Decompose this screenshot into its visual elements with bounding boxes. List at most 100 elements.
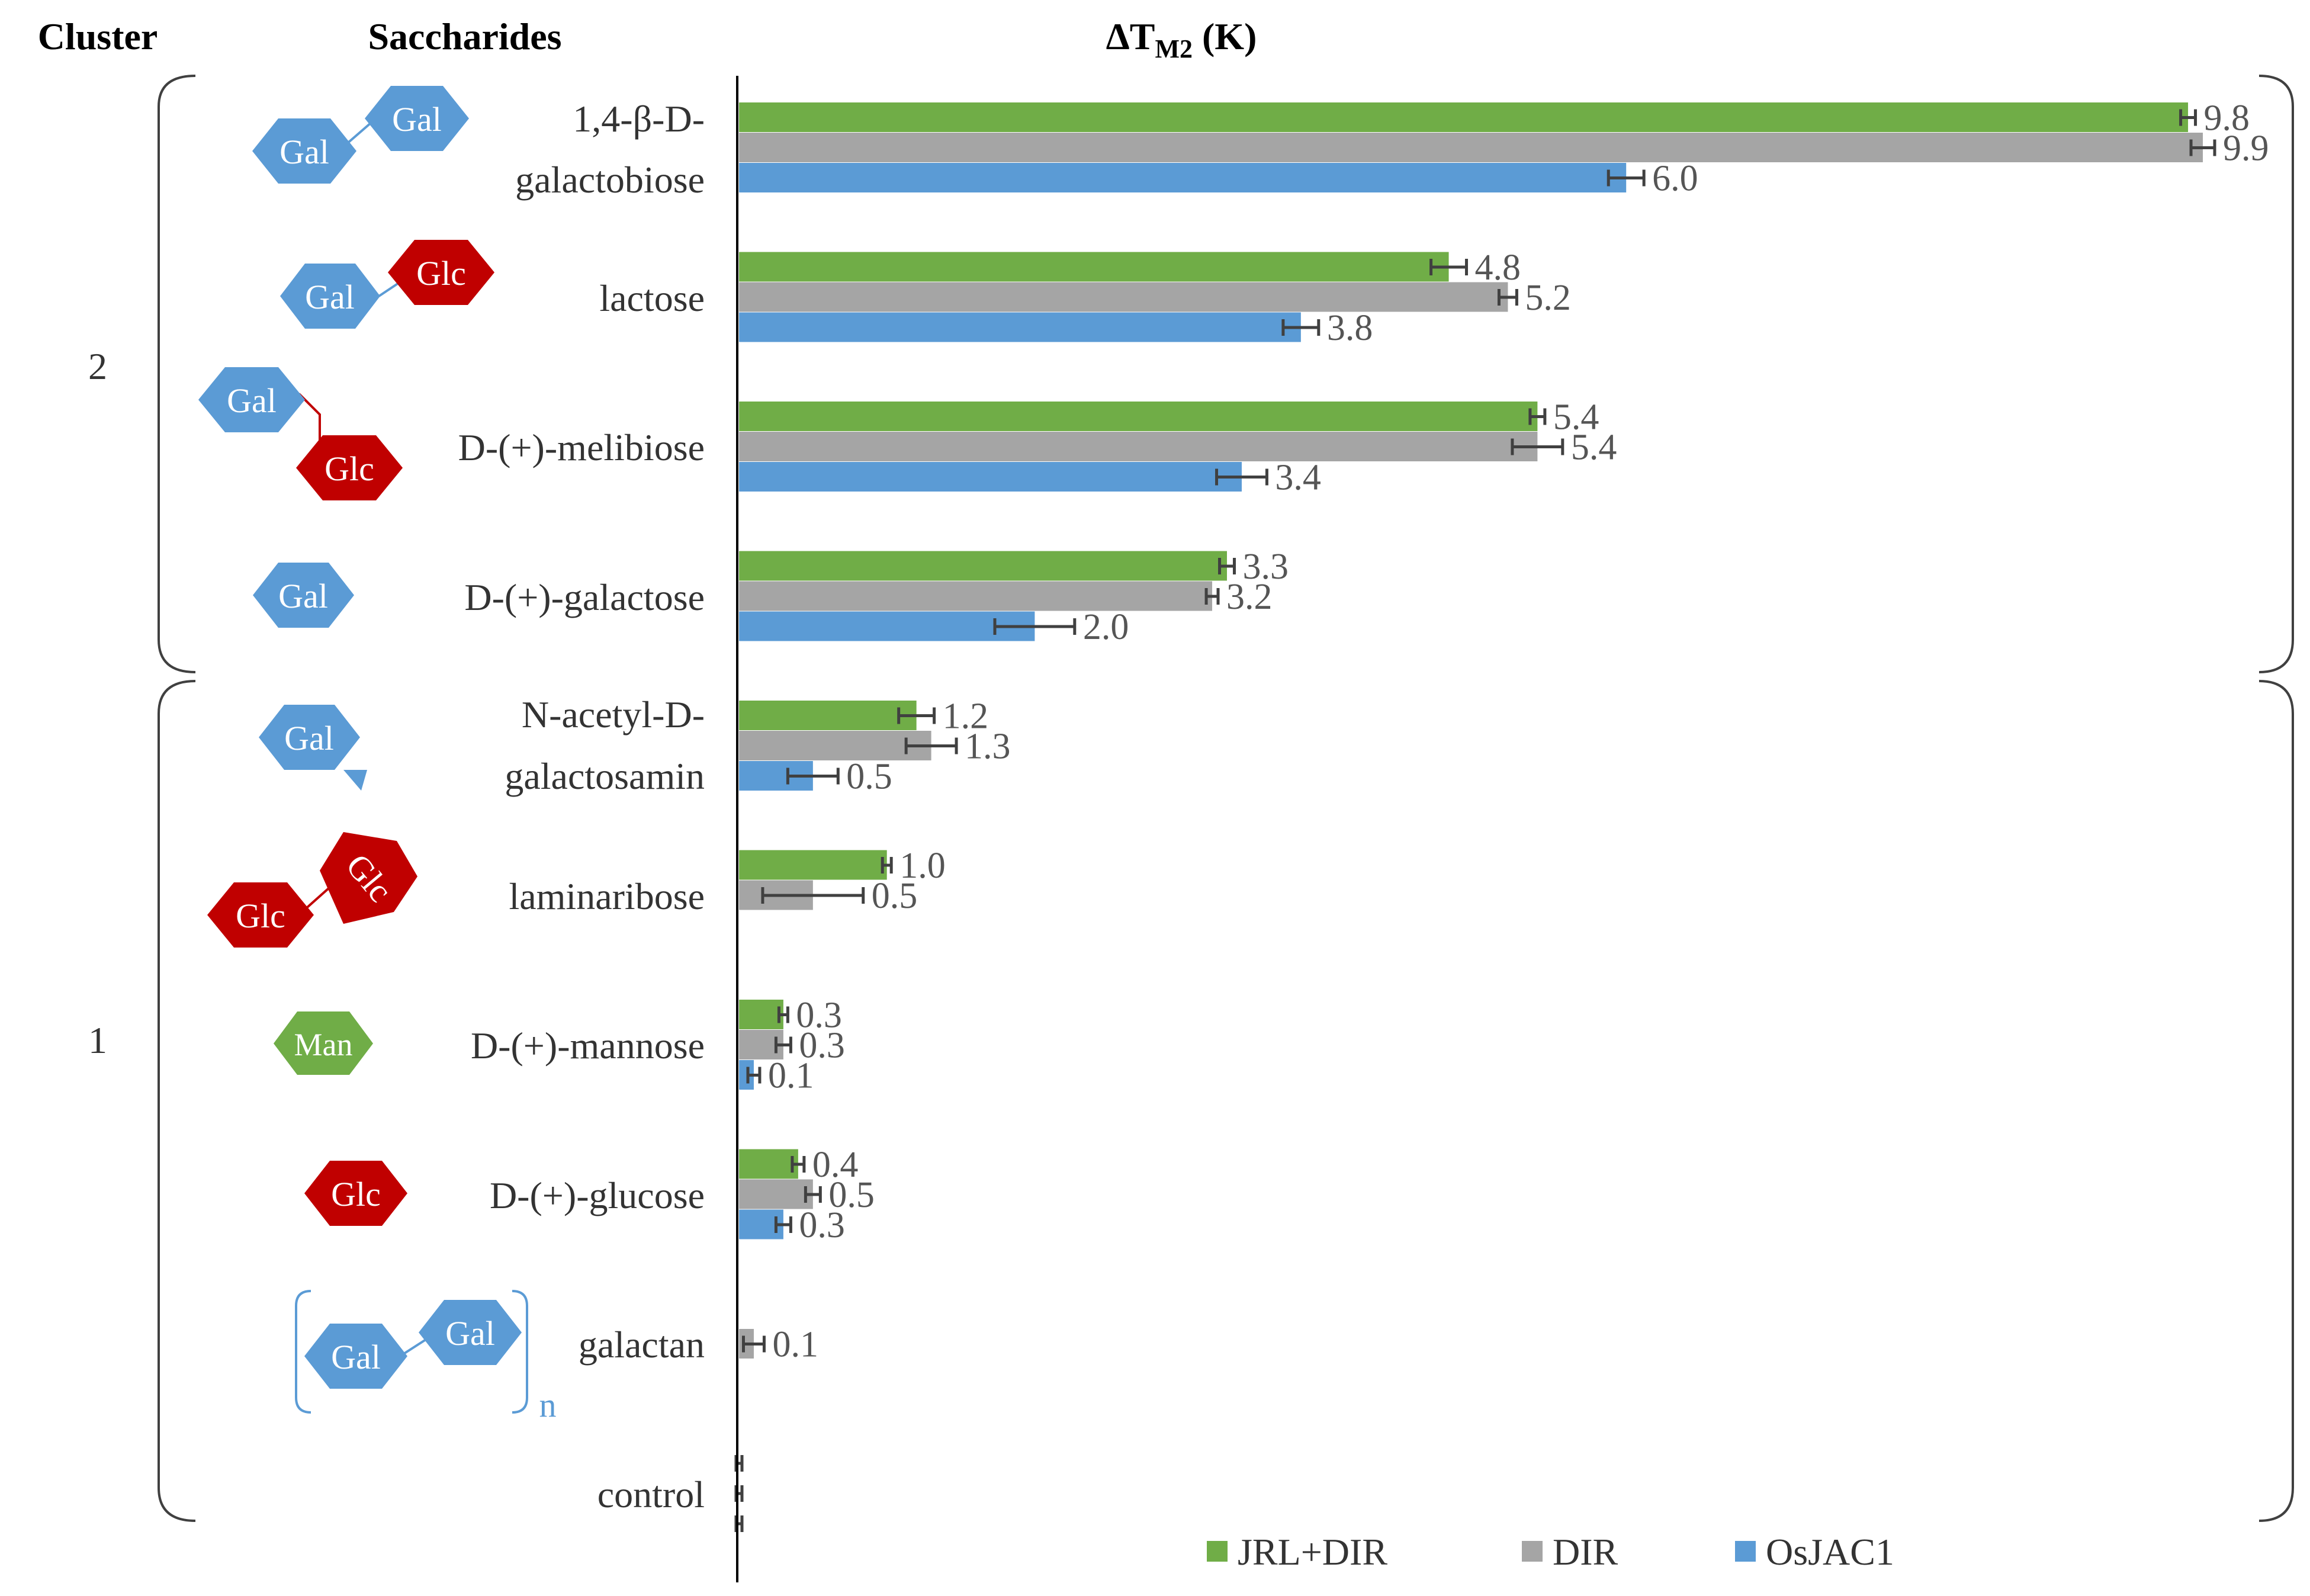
gal-hexagon bbox=[198, 367, 305, 432]
bar-osjac1 bbox=[739, 611, 1035, 641]
error-bar-dir bbox=[804, 1186, 822, 1203]
glyph-galactosamin: Gal bbox=[259, 705, 367, 791]
bar-jrl-dir bbox=[739, 102, 2189, 132]
value-label-jrl-dir: 9.8 bbox=[2204, 98, 2250, 139]
bar-dir bbox=[739, 282, 1508, 312]
gal-hexagon bbox=[252, 118, 356, 184]
bar-osjac1 bbox=[739, 312, 1301, 342]
saccharide-label-galactan: galactan bbox=[579, 1324, 705, 1366]
bar-series-layer: 9.89.96.04.85.23.85.45.43.43.33.22.01.21… bbox=[734, 98, 2269, 1532]
cluster-1-right-brace bbox=[2258, 680, 2294, 1522]
bar-jrl-dir bbox=[739, 402, 1538, 431]
bar-dir bbox=[739, 432, 1538, 461]
bar-jrl-dir bbox=[739, 551, 1228, 581]
legend-swatch-jrl-dir bbox=[1207, 1541, 1228, 1562]
error-bar-dir bbox=[904, 737, 958, 754]
glc-hexagon bbox=[304, 1161, 407, 1226]
legend-label-dir: DIR bbox=[1553, 1531, 1618, 1573]
gal-label: Gal bbox=[279, 133, 329, 171]
saccharide-label-glucose: D-(+)-glucose bbox=[490, 1174, 705, 1216]
error-bar-jrl-dir bbox=[2179, 109, 2197, 126]
bar-jrl-dir bbox=[739, 701, 917, 730]
saccharide-label-galactobiose-line2: galactobiose bbox=[515, 159, 705, 201]
gal-hexagon bbox=[419, 1300, 522, 1365]
bar-jrl-dir bbox=[739, 1000, 783, 1029]
bar-jrl-dir bbox=[739, 850, 887, 880]
glc-label: Glc bbox=[236, 897, 285, 935]
error-bar-osjac1 bbox=[1281, 319, 1321, 336]
bar-dir bbox=[739, 1179, 813, 1209]
glyph-galactobiose: Gal Gal bbox=[252, 86, 469, 184]
error-bar-jrl-dir bbox=[1528, 408, 1547, 425]
error-bar-osjac1 bbox=[746, 1067, 762, 1084]
repeat-bracket-left bbox=[295, 1290, 311, 1414]
glyph-mannose: Man bbox=[274, 1011, 373, 1075]
legend-label-osjac1: OsJAC1 bbox=[1766, 1531, 1894, 1573]
value-label-osjac1: 0.5 bbox=[846, 757, 892, 797]
value-label-jrl-dir: 3.3 bbox=[1242, 547, 1289, 587]
glycosidic-bond bbox=[298, 393, 321, 450]
glyph-lactose: Gal Glc bbox=[280, 240, 494, 329]
axis-title-delta: ΔT bbox=[1106, 15, 1155, 57]
error-bar-dir bbox=[741, 1335, 766, 1353]
error-bar-jrl-dir bbox=[881, 857, 893, 874]
saccharide-labels: 1,4-β-D-galactobiose lactose D-(+)-melib… bbox=[458, 98, 705, 1515]
saccharide-label-galactosamin: N-acetyl-D-galactosamin bbox=[505, 693, 705, 797]
cluster-2-left-brace bbox=[158, 75, 196, 673]
glyph-galactan: Gal Gal n bbox=[295, 1290, 557, 1424]
error-bar-osjac1 bbox=[786, 768, 840, 785]
gal-label: Gal bbox=[445, 1314, 495, 1353]
value-label-osjac1: 6.0 bbox=[1652, 159, 1698, 199]
error-bar-osjac1 bbox=[993, 618, 1077, 635]
glc-hexagon bbox=[207, 882, 314, 948]
value-label-dir: 3.2 bbox=[1226, 577, 1273, 617]
error-bar-jrl-dir bbox=[897, 707, 936, 724]
cluster-header: Cluster bbox=[38, 15, 158, 57]
axis-title-subscript: M2 bbox=[1155, 34, 1193, 63]
saccharide-label-lactose: lactose bbox=[599, 277, 705, 319]
bar-dir bbox=[739, 133, 2203, 162]
value-label-dir: 0.5 bbox=[828, 1175, 875, 1215]
value-label-dir: 0.5 bbox=[872, 876, 918, 916]
error-bar-dir bbox=[761, 887, 865, 904]
value-label-jrl-dir: 1.0 bbox=[899, 846, 946, 886]
repeat-bracket-right bbox=[512, 1290, 528, 1414]
repeat-subscript-n: n bbox=[539, 1386, 557, 1424]
gal-hexagon bbox=[280, 264, 380, 329]
error-bar-osjac1 bbox=[1607, 169, 1646, 187]
cluster-2-right-brace bbox=[2258, 75, 2294, 673]
value-label-jrl-dir: 5.4 bbox=[1553, 397, 1599, 438]
glyph-glucose: Glc bbox=[304, 1161, 407, 1226]
error-bar-dir bbox=[774, 1036, 792, 1054]
value-label-osjac1: 2.0 bbox=[1083, 607, 1129, 647]
cluster-1-left-brace bbox=[158, 680, 196, 1522]
bar-jrl-dir bbox=[739, 252, 1449, 282]
value-label-osjac1: 0.1 bbox=[768, 1056, 814, 1096]
man-hexagon bbox=[274, 1011, 373, 1075]
saccharide-label-laminaribose: laminaribose bbox=[509, 875, 705, 917]
axis-title-unit: (K) bbox=[1193, 15, 1257, 57]
gal-label: Gal bbox=[331, 1338, 381, 1376]
gal-label: Gal bbox=[278, 577, 328, 615]
error-bar-dir bbox=[2189, 139, 2216, 156]
saccharide-label-galactosamin-line1: N-acetyl-D- bbox=[522, 693, 705, 736]
axis-title: ΔTM2 (K) bbox=[1106, 15, 1257, 63]
value-label-dir: 5.4 bbox=[1571, 428, 1617, 468]
glc-hexagon bbox=[296, 435, 403, 500]
bar-dir bbox=[739, 581, 1213, 611]
value-label-dir: 0.3 bbox=[799, 1026, 845, 1066]
value-label-osjac1: 0.3 bbox=[799, 1205, 845, 1245]
value-label-osjac1: 3.8 bbox=[1327, 308, 1373, 348]
cluster-label-2: 2 bbox=[88, 345, 107, 387]
error-bar-dir bbox=[1511, 438, 1564, 455]
glc-label: Glc bbox=[416, 254, 466, 293]
error-bar-jrl-dir bbox=[777, 1006, 789, 1023]
saccharide-label-control: control bbox=[597, 1473, 705, 1515]
legend-swatch-dir bbox=[1522, 1541, 1543, 1562]
value-label-dir: 9.9 bbox=[2223, 129, 2269, 169]
value-label-dir: 1.3 bbox=[965, 727, 1011, 767]
acetyl-marker-icon bbox=[343, 770, 367, 791]
glyph-melibiose: Gal Glc bbox=[198, 367, 403, 500]
error-bar-dir bbox=[1204, 588, 1220, 605]
